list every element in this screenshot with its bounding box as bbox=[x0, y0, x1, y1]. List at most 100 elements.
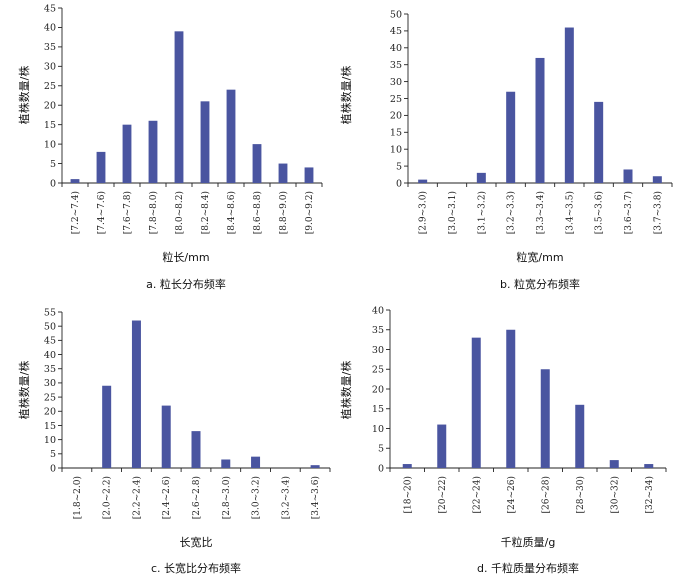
y-tick-label: 0 bbox=[378, 463, 384, 474]
x-tick-label: [24~26) bbox=[506, 476, 517, 513]
x-tick-label: [3.5~3.6) bbox=[594, 191, 605, 234]
x-tick-label: [28~30) bbox=[575, 476, 586, 513]
bar bbox=[540, 369, 550, 468]
chart-panel-c: 0 5 10 15 20 25 30 35 40 45 50 55 [1.8~2.0) [2.0~2.2)… bbox=[17, 307, 331, 575]
bar bbox=[609, 460, 619, 468]
y-tick-label: 25 bbox=[372, 365, 384, 376]
x-tick-label: [3.0~3.2) bbox=[251, 476, 262, 519]
bar bbox=[471, 337, 481, 468]
x-axis-label: 千粒质量/g bbox=[501, 535, 556, 549]
x-tick-label: [7.4~7.6) bbox=[96, 191, 107, 234]
x-tick-label: [8.4~8.6) bbox=[226, 191, 237, 234]
y-tick-label: 20 bbox=[44, 101, 56, 112]
x-tick-label: [8.2~8.4) bbox=[200, 191, 211, 234]
chart-panel-b: 0 5 10 15 20 25 30 35 40 45 50 [2.9~3.0) [3.0~3.1) [3… bbox=[339, 9, 673, 291]
y-tick-label: 5 bbox=[378, 444, 384, 455]
y-tick-label: 15 bbox=[390, 128, 402, 139]
y-tick-label: 15 bbox=[44, 421, 56, 432]
bar bbox=[437, 424, 447, 468]
bar bbox=[623, 169, 633, 183]
panel-caption: c. 长宽比分布频率 bbox=[151, 561, 241, 575]
x-axis-label: 长宽比 bbox=[180, 535, 213, 549]
x-tick-label: [3.0~3.1) bbox=[447, 191, 458, 234]
x-tick-label: [3.4~3.6) bbox=[310, 476, 321, 519]
bar bbox=[310, 465, 320, 468]
y-tick-label: 15 bbox=[372, 404, 384, 415]
panel-caption: a. 粒长分布频率 bbox=[146, 277, 226, 291]
x-axis-label: 粒宽/mm bbox=[516, 250, 563, 264]
bar bbox=[122, 124, 132, 183]
x-tick-label: [3.1~3.2) bbox=[476, 191, 487, 234]
bar bbox=[148, 120, 158, 183]
x-tick-label: [2.2~2.4) bbox=[131, 476, 142, 519]
x-tick-label: [30~32) bbox=[609, 476, 620, 513]
bar bbox=[200, 101, 210, 183]
y-tick-label: 35 bbox=[44, 364, 56, 375]
y-tick-label: 30 bbox=[44, 378, 56, 389]
y-tick-label: 25 bbox=[44, 392, 56, 403]
bar bbox=[174, 31, 184, 184]
x-axis-label: 粒长/mm bbox=[162, 250, 209, 264]
x-tick-label: [26~28) bbox=[540, 476, 551, 513]
chart-panel-a: 0 5 10 15 20 25 30 35 40 45 [7.2~7.4) [7.4~7.6) [7.6… bbox=[17, 3, 323, 291]
x-tick-label: [2.4~2.6) bbox=[161, 476, 172, 519]
bar bbox=[251, 456, 261, 468]
x-tick-label: [3.2~3.4) bbox=[280, 476, 291, 519]
y-tick-label: 10 bbox=[390, 145, 402, 156]
bar bbox=[575, 404, 585, 468]
bar bbox=[161, 405, 171, 468]
x-tick-label: [7.8~8.0) bbox=[148, 191, 159, 234]
bar bbox=[535, 57, 545, 183]
bar bbox=[402, 464, 412, 468]
y-axis-label: 植株数量/株 bbox=[17, 361, 31, 420]
y-tick-label: 25 bbox=[390, 94, 402, 105]
bar bbox=[304, 167, 314, 183]
x-tick-label: [3.3~3.4) bbox=[535, 191, 546, 234]
y-tick-label: 50 bbox=[44, 321, 56, 332]
y-tick-label: 45 bbox=[390, 26, 402, 37]
bar bbox=[644, 464, 654, 468]
y-tick-label: 10 bbox=[44, 435, 56, 446]
x-tick-label: [2.9~3.0) bbox=[418, 191, 429, 234]
x-tick-label: [8.6~8.8) bbox=[252, 191, 263, 234]
bar bbox=[96, 151, 106, 183]
y-tick-label: 15 bbox=[44, 120, 56, 131]
bar bbox=[564, 27, 574, 183]
y-tick-label: 30 bbox=[390, 77, 402, 88]
bar bbox=[278, 163, 288, 183]
y-axis-label: 植株数量/株 bbox=[339, 361, 353, 420]
y-tick-label: 45 bbox=[44, 3, 56, 14]
x-tick-label: [3.2~3.3) bbox=[506, 191, 517, 234]
x-tick-label: [1.8~2.0) bbox=[72, 476, 83, 519]
x-tick-label: [8.0~8.2) bbox=[174, 191, 185, 234]
x-tick-label: [32~34) bbox=[644, 476, 655, 513]
x-tick-label: [3.7~3.8) bbox=[652, 191, 663, 234]
y-tick-label: 20 bbox=[372, 384, 384, 395]
y-tick-label: 45 bbox=[44, 336, 56, 347]
bar bbox=[221, 459, 231, 468]
y-tick-label: 0 bbox=[396, 178, 402, 189]
x-tick-label: [8.8~9.0) bbox=[278, 191, 289, 234]
y-tick-label: 5 bbox=[396, 161, 402, 172]
y-axis-label: 植株数量/株 bbox=[17, 66, 31, 125]
y-tick-label: 50 bbox=[390, 9, 402, 20]
y-tick-label: 55 bbox=[44, 307, 56, 318]
y-tick-label: 20 bbox=[390, 111, 402, 122]
x-tick-label: [2.6~2.8) bbox=[191, 476, 202, 519]
y-tick-label: 10 bbox=[44, 139, 56, 150]
bar bbox=[594, 101, 604, 183]
x-tick-label: [3.6~3.7) bbox=[623, 191, 634, 234]
y-tick-label: 25 bbox=[44, 81, 56, 92]
bar bbox=[506, 91, 516, 183]
bar bbox=[252, 144, 262, 183]
bar bbox=[131, 320, 141, 468]
x-tick-label: [9.0~9.2) bbox=[304, 191, 315, 234]
x-tick-label: [2.0~2.2) bbox=[102, 476, 113, 519]
y-tick-label: 35 bbox=[44, 42, 56, 53]
chart-panel-d: 0 5 10 15 20 25 30 35 40 [18~20) [20~22) [22~24) [24… bbox=[339, 305, 667, 575]
y-tick-label: 30 bbox=[372, 345, 384, 356]
y-tick-label: 5 bbox=[50, 159, 56, 170]
bar bbox=[70, 179, 80, 183]
x-tick-label: [20~22) bbox=[437, 476, 448, 513]
